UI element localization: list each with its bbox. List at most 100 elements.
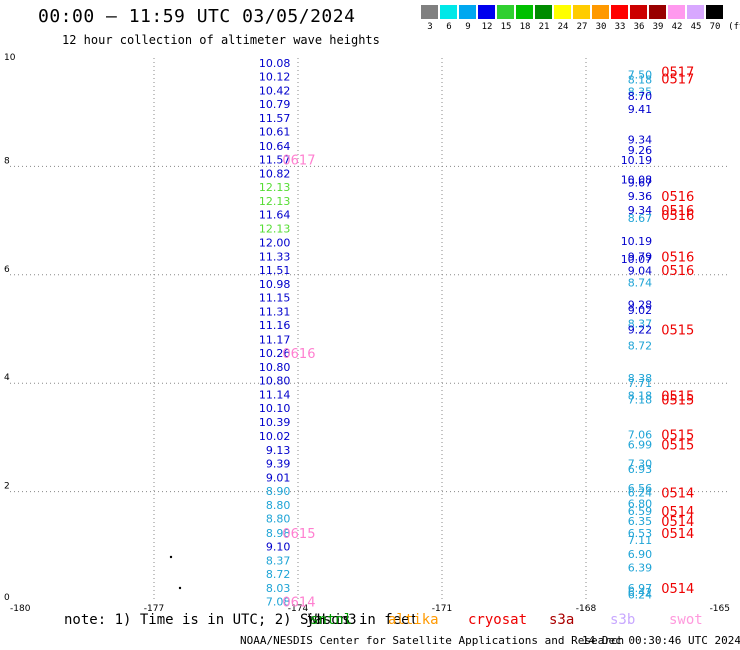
wave-height-value: 9.26 [628, 144, 653, 157]
wave-height-value: 10.19 [621, 154, 653, 167]
wave-height-value: 11.16 [259, 319, 291, 332]
wave-height-value: 6.93 [628, 463, 653, 476]
scale-swatch [649, 5, 666, 19]
wave-height-value: 9.01 [266, 472, 291, 485]
wave-height-value: 8.18 [628, 390, 653, 403]
wave-height-value: 8.38 [628, 372, 653, 385]
pass-time-label: 0514 [661, 487, 694, 502]
wave-height-value: 10.79 [259, 98, 291, 111]
wave-height-value: 8.37 [266, 554, 291, 567]
scale-swatch [440, 5, 457, 19]
scale-unit: (ft) [728, 22, 740, 32]
wave-height-value: 8.90 [266, 485, 291, 498]
track-dot [178, 586, 182, 590]
wave-height-value: 6.99 [628, 438, 653, 451]
wave-height-value: 11.57 [259, 112, 291, 125]
generated-timestamp: 14 Dec 00:30:46 UTC 2024 [582, 634, 740, 647]
pass-time-label: 0617 [282, 153, 315, 168]
wave-height-value: 8.74 [628, 276, 653, 289]
wave-height-value: 6.90 [628, 548, 653, 561]
scale-label: 15 [500, 22, 512, 32]
footer-note: note: 1) Time is in UTC; 2) SWH is in fe… [64, 612, 419, 628]
scale-label: 30 [595, 22, 607, 32]
wave-height-value: 9.04 [628, 264, 653, 277]
wave-height-value: 8.37 [628, 318, 653, 331]
wave-height-value: 8.72 [628, 339, 653, 352]
scale-label: 27 [576, 22, 588, 32]
wave-height-value: 10.61 [259, 126, 291, 139]
wave-height-value: 9.79 [628, 250, 653, 263]
wave-height-value: 10.10 [259, 402, 291, 415]
scale-label: 21 [538, 22, 550, 32]
satellite-legend-item: cryosat [468, 612, 528, 628]
scale-label: 36 [633, 22, 645, 32]
wave-height-value: 9.28 [628, 299, 653, 312]
wave-height-value: 10.64 [259, 140, 291, 153]
wave-height-value: 11.14 [259, 389, 291, 402]
wave-height-value: 11.51 [259, 264, 291, 277]
scale-swatch [592, 5, 609, 19]
wave-height-value: 10.26 [259, 347, 291, 360]
wave-height-value: 10.42 [259, 85, 291, 98]
map-subtitle: 12 hour collection of altimeter wave hei… [62, 33, 380, 47]
scale-label: 3 [427, 22, 433, 32]
wave-height-value: 8.72 [266, 568, 291, 581]
wave-height-value: 9.41 [628, 103, 653, 116]
scale-label: 39 [652, 22, 664, 32]
pass-time-label: 0515 [661, 324, 694, 339]
scale-label: 45 [690, 22, 702, 32]
wave-height-value: 10.80 [259, 361, 291, 374]
wave-height-value: 12.13 [259, 181, 291, 194]
scale-swatch [687, 5, 704, 19]
pass-time-label: 0514 [661, 527, 694, 542]
satellite-legend-item: swot [669, 612, 703, 628]
wave-height-value: 6.24 [628, 487, 653, 500]
wave-height-value: 10.98 [259, 278, 291, 291]
pass-time-label: 0515 [661, 390, 694, 405]
scale-label: 24 [557, 22, 569, 32]
scale-label: 6 [446, 22, 452, 32]
lon-tick-label: -171 [432, 604, 452, 614]
pass-time-label: 0514 [661, 515, 694, 530]
wave-height-value: 8.98 [266, 527, 291, 540]
scale-swatch [459, 5, 476, 19]
map-title: 00:00 – 11:59 UTC 03/05/2024 [38, 6, 356, 27]
wave-height-value: 11.64 [259, 209, 291, 222]
wave-height-value: 11.31 [259, 306, 291, 319]
lon-tick-label: -165 [710, 604, 730, 614]
wave-height-value: 11.17 [259, 333, 291, 346]
wave-height-value: 10.08 [259, 57, 291, 70]
wave-height-value: 7.18 [628, 393, 653, 406]
wave-height-value: 10.80 [259, 374, 291, 387]
wave-height-value: 7.50 [628, 68, 653, 81]
wave-height-value: 9.22 [628, 324, 653, 337]
wave-height-value: 9.10 [266, 540, 291, 553]
track-east: 7.508.188.358.709.419.349.2610.1910.089.… [621, 66, 695, 602]
scale-swatch [478, 5, 495, 19]
scale-label: 12 [481, 22, 493, 32]
scale-label: 33 [614, 22, 626, 32]
wave-height-value: 8.03 [266, 582, 291, 595]
wave-height-value: 9.34 [628, 133, 653, 146]
wave-height-value: 12.13 [259, 223, 291, 236]
track-dot [169, 555, 173, 559]
wave-height-value: 12.00 [259, 236, 291, 249]
wave-height-value: 8.67 [628, 212, 653, 225]
pass-time-label: 0515 [661, 393, 694, 408]
wave-height-value: 8.18 [628, 74, 653, 87]
wave-height-value: 6.35 [628, 515, 653, 528]
lon-tick-label: -177 [144, 604, 164, 614]
wave-height-value: 7.71 [628, 377, 653, 390]
scale-swatch [535, 5, 552, 19]
wave-height-value: 11.33 [259, 250, 291, 263]
pass-time-label: 0615 [282, 527, 315, 542]
satellite-legend-item: sntnl [310, 612, 353, 628]
lon-tick-label: -180 [10, 604, 31, 614]
wave-height-value: 9.67 [628, 177, 653, 190]
lat-tick-label: 4 [4, 373, 10, 383]
axis-ticks: -180 -177 -174 -171 -168 -165 0 2 4 6 8 10 [4, 53, 730, 614]
wave-height-value: 9.13 [266, 444, 291, 457]
scale-swatch [516, 5, 533, 19]
wave-height-value: 7.11 [628, 534, 653, 547]
wave-height-value: 6.39 [628, 561, 653, 574]
